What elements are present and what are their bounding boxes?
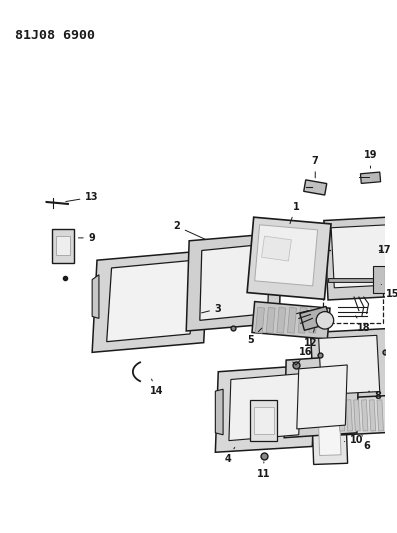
Polygon shape [309,308,318,333]
Polygon shape [331,225,391,288]
Text: 14: 14 [150,379,164,396]
Polygon shape [319,335,380,394]
Polygon shape [247,217,331,300]
Text: 16: 16 [299,348,312,362]
Text: 3: 3 [202,304,222,314]
Text: 11: 11 [257,462,271,479]
Text: 2: 2 [173,221,206,240]
Polygon shape [300,306,331,330]
Polygon shape [387,231,397,251]
Polygon shape [262,236,291,261]
Polygon shape [338,400,345,431]
Polygon shape [304,180,327,195]
Text: 9: 9 [79,233,96,243]
Polygon shape [360,172,381,183]
Polygon shape [369,400,376,431]
Polygon shape [266,308,275,333]
Text: 5: 5 [247,328,262,345]
Text: 8: 8 [368,391,382,401]
Polygon shape [324,216,397,300]
Text: 18: 18 [356,316,370,333]
Polygon shape [297,365,347,429]
Polygon shape [200,244,270,320]
Text: 19: 19 [364,150,377,168]
Polygon shape [215,389,223,435]
Text: 4: 4 [225,447,235,464]
Polygon shape [56,236,70,255]
Text: 15: 15 [381,285,397,299]
Polygon shape [284,356,359,438]
Polygon shape [254,407,274,434]
Polygon shape [374,266,385,293]
Polygon shape [92,274,99,318]
Text: 6: 6 [362,435,370,451]
Polygon shape [277,308,286,333]
Polygon shape [310,328,392,405]
Polygon shape [107,260,194,342]
Text: 12: 12 [304,329,317,348]
Polygon shape [312,415,348,464]
Polygon shape [256,308,264,333]
Polygon shape [215,365,315,453]
Polygon shape [255,225,318,286]
Bar [323,251,383,323]
Circle shape [316,312,333,329]
Polygon shape [362,400,368,431]
Polygon shape [52,229,74,263]
Polygon shape [335,395,388,435]
Polygon shape [229,374,301,441]
Polygon shape [250,400,278,441]
Polygon shape [318,424,341,456]
Text: 1: 1 [290,202,299,224]
Polygon shape [186,233,281,331]
Polygon shape [252,302,330,339]
Polygon shape [346,400,353,431]
Polygon shape [287,308,297,333]
Polygon shape [354,400,360,431]
Text: 13: 13 [66,192,99,202]
Text: 81J08 6900: 81J08 6900 [15,29,94,42]
Polygon shape [92,251,208,352]
Text: 10: 10 [344,434,364,445]
Text: 17: 17 [378,246,392,255]
Polygon shape [377,400,384,431]
Polygon shape [298,308,307,333]
Text: 7: 7 [312,156,319,178]
